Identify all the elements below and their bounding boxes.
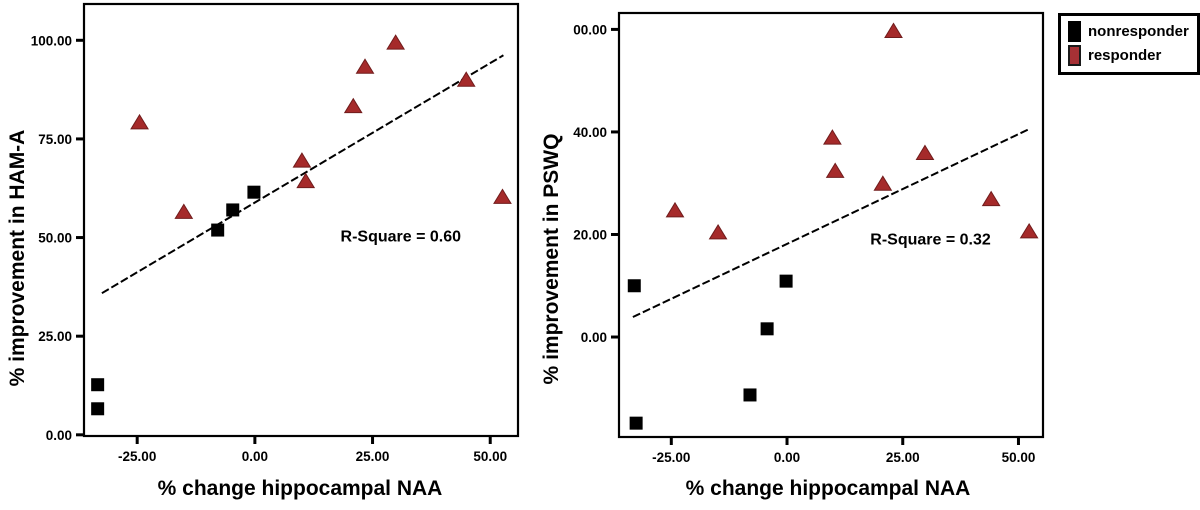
data-point-nonresponder — [91, 378, 105, 392]
fit-line — [632, 127, 1031, 318]
data-point-responder — [296, 172, 316, 189]
data-point-responder — [456, 71, 476, 87]
data-point-responder — [915, 144, 935, 160]
right-x-axis-title: % change hippocampal NAA — [685, 477, 971, 500]
left-x-axis-title: % change hippocampal NAA — [157, 477, 443, 500]
left-y-axis-title: % improvement in HAM-A — [6, 129, 29, 387]
data-point-nonresponder — [627, 279, 641, 293]
plot-frame — [617, 11, 1045, 439]
x-tick-label: -25.00 — [118, 449, 156, 464]
data-point-nonresponder — [743, 388, 757, 402]
r-square-annotation: R-Square = 0.60 — [341, 229, 462, 246]
x-tick-label: -25.00 — [652, 450, 690, 465]
y-tick-label: 40.00 — [573, 125, 607, 140]
data-point-responder — [493, 188, 512, 204]
data-point-responder — [981, 190, 1001, 207]
legend: nonresponder responder — [1058, 13, 1200, 75]
data-point-responder — [823, 129, 842, 145]
y-tick-label: 100.00 — [31, 33, 72, 48]
right-y-axis-title: % improvement in PSWQ — [540, 133, 563, 385]
plot-0: -25.00 0.00 25.00 50.00 100.00 75.00 50.00 25.0… — [31, 2, 520, 464]
y-tick-label: 0.00 — [46, 428, 72, 443]
plot-1: -25.00 0.00 25.00 50.00 00.00 40.00 20.00 0.00 R… — [573, 11, 1045, 465]
y-tick-label: 50.00 — [38, 231, 72, 246]
data-point-responder — [873, 175, 893, 191]
data-point-nonresponder — [211, 223, 225, 237]
legend-item-responder: responder — [1068, 45, 1190, 66]
data-point-responder — [386, 34, 406, 50]
data-point-nonresponder — [779, 274, 793, 288]
y-tick-label: 0.00 — [581, 330, 607, 345]
data-point-nonresponder — [91, 402, 105, 416]
fit-line — [101, 54, 504, 295]
data-point-nonresponder — [760, 322, 774, 336]
data-point-responder — [130, 113, 149, 130]
data-point-responder — [1019, 222, 1039, 239]
legend-label-nonresponder: nonresponder — [1088, 22, 1189, 40]
plot-frame — [82, 2, 520, 438]
data-point-nonresponder — [226, 203, 240, 217]
x-tick-label: 0.00 — [774, 450, 800, 465]
y-tick-label: 20.00 — [573, 227, 607, 242]
x-tick-label: 25.00 — [356, 449, 390, 464]
x-tick-label: 50.00 — [1002, 450, 1036, 465]
x-tick-label: 50.00 — [473, 449, 507, 464]
data-point-responder — [292, 152, 312, 168]
responder-swatch-icon — [1068, 45, 1081, 66]
legend-item-nonresponder: nonresponder — [1068, 21, 1190, 42]
data-point-responder — [708, 223, 728, 240]
legend-label-responder: responder — [1088, 46, 1162, 64]
x-tick-label: 0.00 — [242, 449, 268, 464]
nonresponder-swatch-icon — [1068, 21, 1081, 42]
data-point-nonresponder — [629, 416, 643, 430]
x-tick-label: 25.00 — [886, 450, 920, 465]
data-point-responder — [665, 201, 685, 218]
r-square-annotation: R-Square = 0.32 — [870, 232, 991, 249]
data-point-responder — [355, 58, 375, 74]
y-tick-label: 00.00 — [573, 22, 607, 37]
data-point-responder — [825, 162, 845, 178]
y-tick-label: 25.00 — [38, 329, 72, 344]
data-point-responder — [174, 203, 194, 219]
data-point-nonresponder — [247, 185, 261, 199]
data-point-responder — [884, 22, 903, 38]
data-point-responder — [343, 97, 363, 114]
y-tick-label: 75.00 — [38, 132, 72, 147]
